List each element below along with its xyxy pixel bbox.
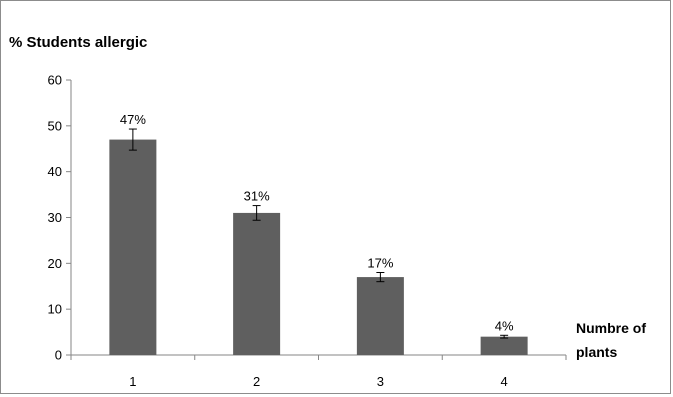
x-axis-label-line2: plants bbox=[576, 344, 617, 360]
x-tick-label: 2 bbox=[253, 374, 260, 389]
bar-4 bbox=[480, 336, 528, 355]
y-axis: 0 10 20 30 40 50 60 bbox=[48, 73, 72, 363]
y-tick-label: 50 bbox=[48, 118, 62, 133]
x-axis-label-line1: Numbre of bbox=[576, 320, 646, 336]
bar-2 bbox=[233, 212, 281, 355]
y-tick-label: 40 bbox=[48, 164, 62, 179]
y-tick-label: 20 bbox=[48, 256, 62, 271]
y-tick-label: 10 bbox=[48, 302, 62, 317]
x-tick-label: 1 bbox=[129, 374, 136, 389]
data-label: 4% bbox=[495, 318, 514, 333]
chart-title: % Students allergic bbox=[9, 34, 147, 51]
data-label: 31% bbox=[244, 189, 270, 204]
bar-1 bbox=[109, 139, 157, 355]
x-tick-label: 3 bbox=[377, 374, 384, 389]
data-label: 17% bbox=[367, 256, 393, 271]
x-tick-label: 4 bbox=[501, 374, 508, 389]
x-axis: 1 2 3 4 bbox=[70, 354, 567, 389]
y-tick-label: 30 bbox=[48, 210, 62, 225]
y-tick-label: 60 bbox=[48, 73, 62, 88]
data-label: 47% bbox=[120, 112, 146, 127]
bar-3 bbox=[356, 277, 404, 355]
bars-group: 47% 31% 17% 4% bbox=[109, 112, 528, 355]
y-tick-label: 0 bbox=[55, 348, 62, 363]
